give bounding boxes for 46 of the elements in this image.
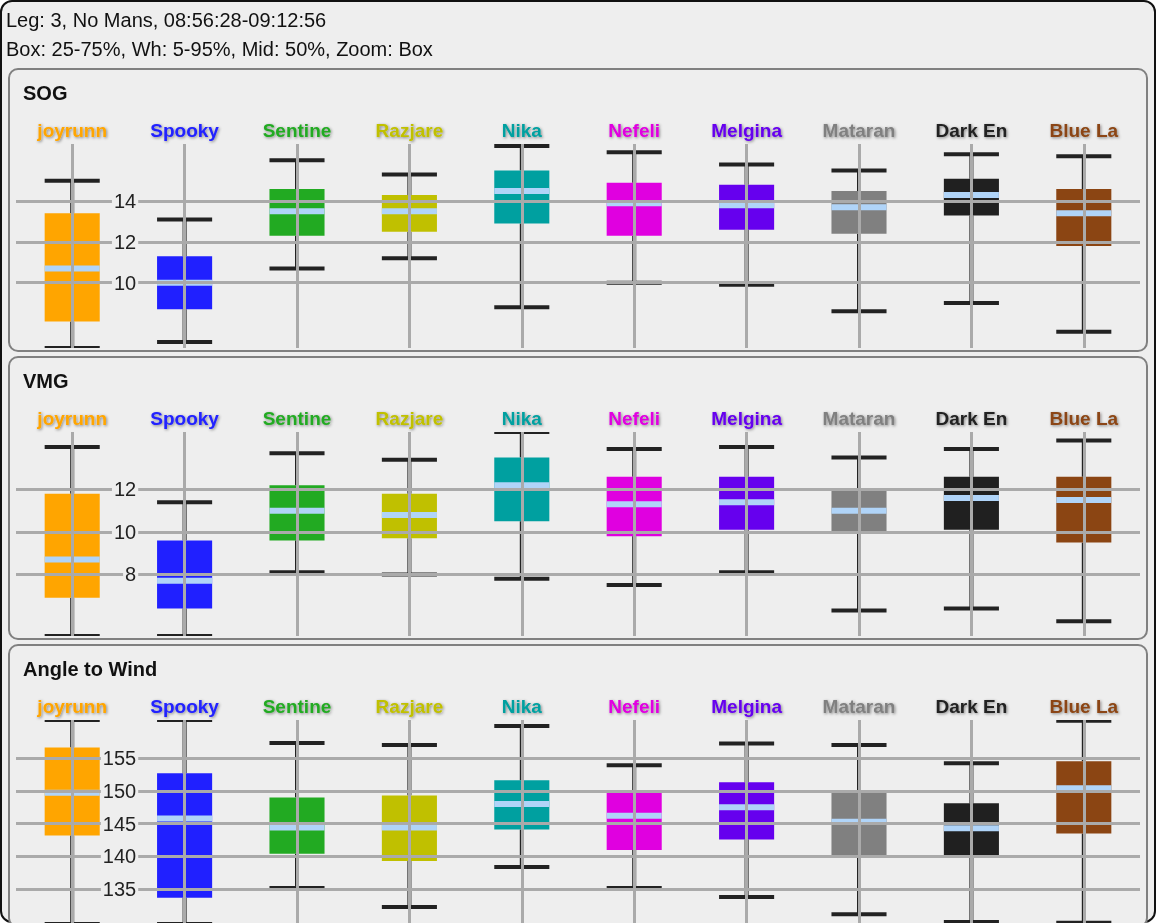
x-tick-label: Razjare	[375, 408, 444, 429]
x-tick-label: Nika	[501, 408, 543, 429]
x-tick-label: Melgina	[711, 696, 783, 717]
y-tick-label: 12	[113, 230, 137, 253]
x-tick-label: Dark En	[935, 696, 1008, 717]
x-tick-label: Nika	[501, 696, 543, 717]
x-tick-label: Dark En	[935, 120, 1008, 141]
y-tick-label: 12	[113, 478, 137, 501]
y-tick-label: 140	[102, 845, 137, 868]
x-tick-label: Razjare	[375, 696, 444, 717]
x-tick-label: joyrunn	[36, 120, 108, 141]
x-tick-label: Sentine	[262, 696, 332, 717]
x-tick-label: Nefeli	[608, 696, 661, 717]
x-tick-label: Blue La	[1049, 120, 1119, 141]
x-tick-label: Mataran	[822, 120, 896, 141]
y-tick-label: 150	[102, 779, 137, 802]
y-tick-label: 10	[113, 520, 137, 543]
x-tick-label: Melgina	[711, 408, 783, 429]
x-tick-label: Blue La	[1049, 696, 1119, 717]
y-tick-label: 10	[113, 271, 137, 294]
x-tick-label: Sentine	[262, 408, 332, 429]
y-tick-label: 8	[125, 563, 137, 586]
x-tick-label: Spooky	[150, 120, 220, 141]
x-tick-label: Melgina	[711, 120, 783, 141]
x-tick-label: Mataran	[822, 696, 896, 717]
x-tick-label: Mataran	[822, 408, 896, 429]
x-tick-label: Blue La	[1049, 408, 1119, 429]
chart-title: SOG	[23, 82, 68, 104]
y-tick-label: 145	[102, 812, 137, 835]
x-tick-label: Nefeli	[608, 408, 661, 429]
x-tick-label: Dark En	[935, 408, 1008, 429]
text: Leg: 3, No Mans, 08:56:28-09:12:56	[6, 8, 328, 33]
y-tick-label: 135	[102, 878, 137, 901]
y-tick-label: 14	[113, 190, 137, 213]
x-tick-label: Razjare	[375, 120, 444, 141]
x-tick-label: Sentine	[262, 120, 332, 141]
x-tick-label: Nefeli	[608, 120, 661, 141]
x-tick-label: Nika	[501, 120, 543, 141]
text: Box: 25-75%, Wh: 5-95%, Mid: 50%, Zoom: Box	[6, 37, 434, 62]
chart-title: VMG	[23, 370, 69, 392]
x-tick-label: joyrunn	[36, 696, 108, 717]
x-tick-label: Spooky	[150, 696, 220, 717]
x-tick-label: Spooky	[150, 408, 220, 429]
y-tick-label: 155	[102, 747, 137, 770]
x-tick-label: joyrunn	[36, 408, 108, 429]
chart-title: Angle to Wind	[23, 658, 158, 680]
